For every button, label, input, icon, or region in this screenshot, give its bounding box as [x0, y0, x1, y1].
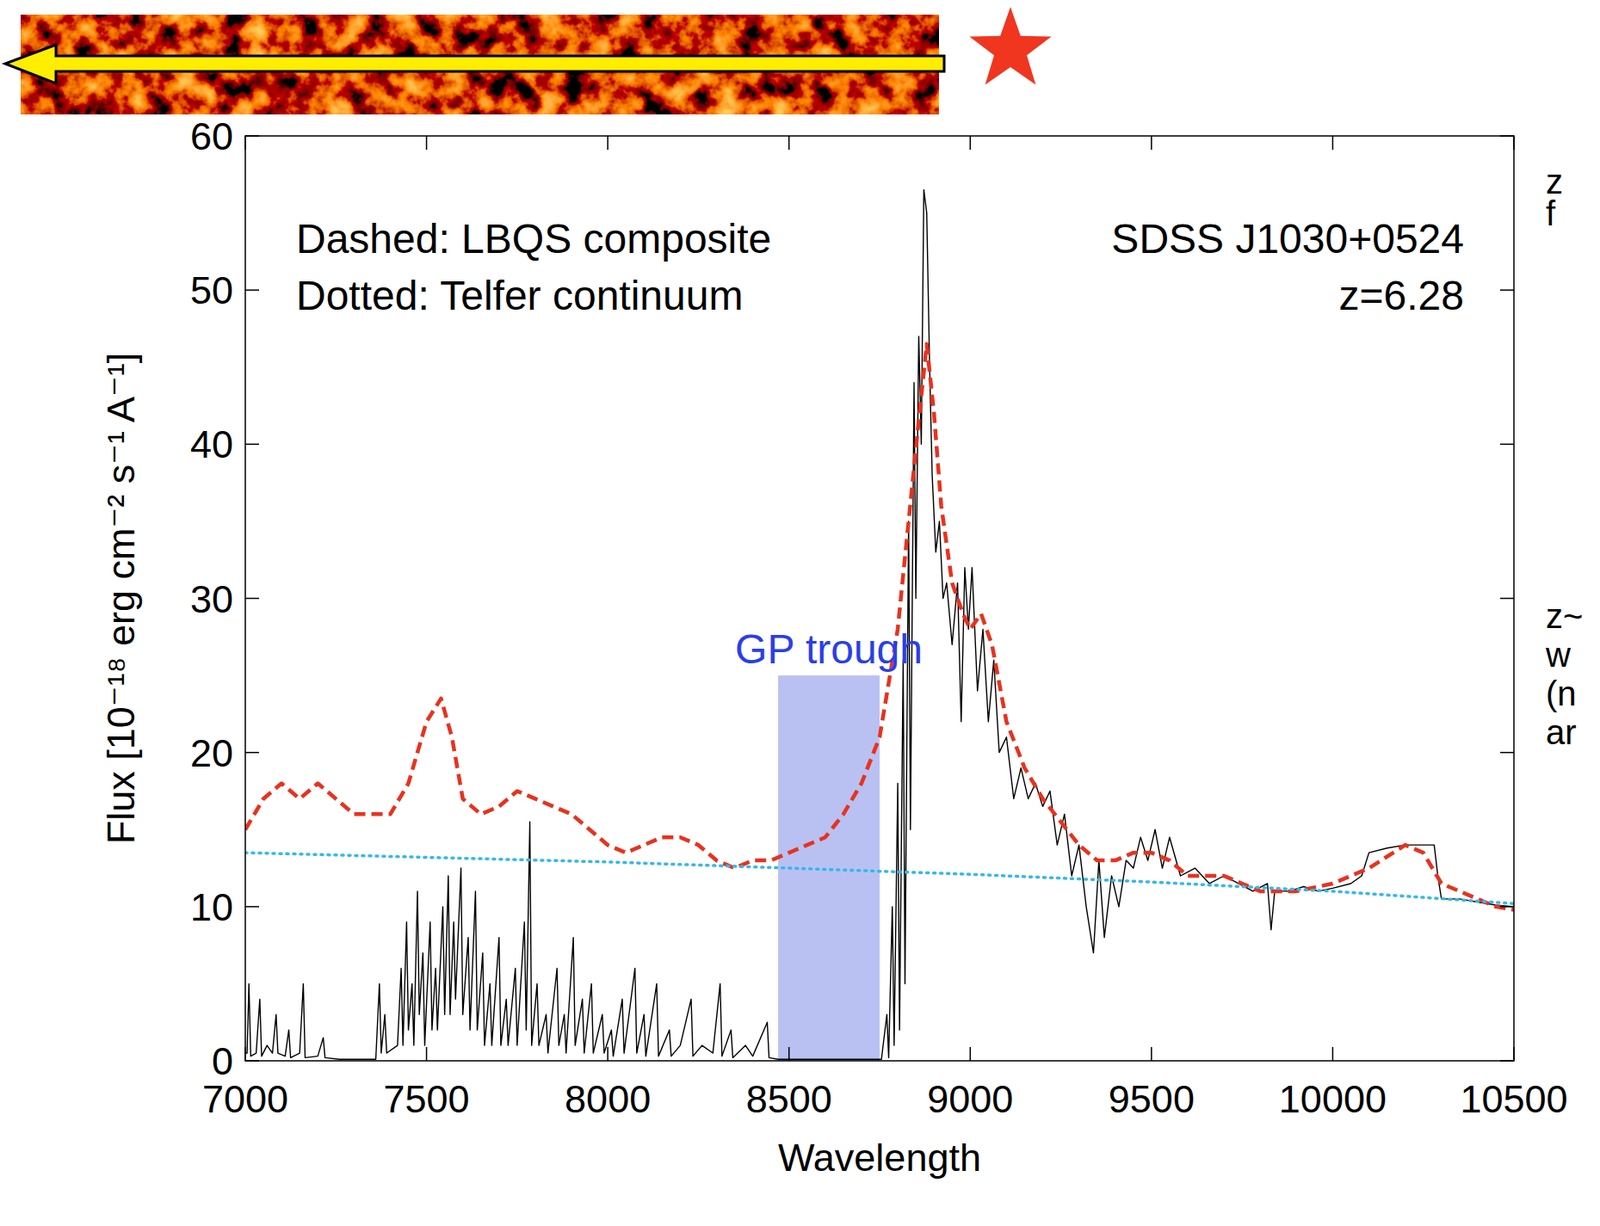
y-tick	[245, 598, 260, 600]
x-tick	[1332, 1047, 1335, 1062]
x-tick-label: 10000	[1278, 1077, 1387, 1122]
y-tick-right	[1500, 444, 1514, 446]
x-tick-top	[969, 135, 972, 150]
x-tick	[1513, 1047, 1515, 1062]
y-tick-right	[1500, 598, 1514, 600]
x-axis-title: Wavelength	[778, 1136, 982, 1180]
plot-frame	[245, 135, 1514, 1062]
y-tick	[245, 444, 260, 446]
chart-title: SDSS J1030+0524	[1111, 216, 1465, 262]
y-tick-right	[1500, 752, 1514, 754]
band-label: GP trough	[735, 626, 923, 673]
x-tick-top	[606, 135, 609, 150]
x-tick-label: 7000	[202, 1077, 289, 1122]
side-text: (n	[1545, 674, 1577, 713]
annotation: Dotted: Telfer continuum	[296, 272, 743, 319]
annotation: Dashed: LBQS composite	[296, 216, 772, 262]
y-tick-label: 50	[190, 268, 234, 313]
y-tick-label: 20	[190, 731, 234, 776]
x-tick	[1150, 1047, 1153, 1062]
background	[0, 0, 1600, 1226]
x-tick-label: 7500	[383, 1077, 470, 1122]
chart: 7000 7500 8000 8500 9000 9500 10000 10500 0 10 20 3…	[0, 0, 1600, 1226]
y-tick-label: 30	[190, 577, 234, 622]
x-tick	[606, 1047, 609, 1062]
plot-data	[245, 190, 1514, 1062]
x-tick-top	[1332, 135, 1335, 150]
composite-line	[245, 344, 1514, 911]
x-tick-label: 8500	[746, 1077, 833, 1122]
x-tick-label: 9500	[1108, 1077, 1195, 1122]
y-tick-label: 10	[190, 885, 234, 930]
y-axis-title: Flux [10⁻¹⁸ erg cm⁻² s⁻¹ A⁻¹]	[98, 352, 143, 846]
x-tick	[244, 1047, 247, 1062]
side-text: f	[1545, 194, 1557, 233]
x-tick-top	[426, 135, 428, 150]
x-tick-label: 9000	[926, 1077, 1014, 1122]
y-tick	[245, 752, 260, 754]
x-tick	[426, 1047, 428, 1062]
side-text: w	[1544, 636, 1571, 674]
x-tick-label: 8000	[564, 1077, 651, 1122]
y-tick-right	[1500, 906, 1514, 909]
y-tick-right	[1500, 1060, 1514, 1063]
x-tick-top	[1513, 135, 1515, 150]
x-tick-label: 10500	[1459, 1077, 1568, 1122]
y-tick-label: 60	[190, 114, 234, 159]
y-tick	[245, 289, 260, 291]
sightline-arrow	[5, 44, 945, 84]
side-text: ar	[1545, 713, 1577, 752]
ticks: 7000 7500 8000 8500 9000 9500 10000 10500 0 10 20 3…	[190, 114, 1569, 1122]
x-tick	[788, 1047, 791, 1062]
quasar-star	[969, 6, 1051, 86]
continuum-line	[245, 852, 1514, 904]
y-tick	[245, 135, 260, 137]
x-tick	[969, 1047, 972, 1062]
chart-subtitle: z=6.28	[1339, 272, 1465, 319]
y-tick	[245, 906, 260, 909]
gp-trough-band	[778, 675, 880, 1062]
x-tick-top	[788, 135, 791, 150]
y-tick-label: 40	[190, 422, 234, 467]
y-tick-right	[1500, 289, 1514, 291]
y-tick	[245, 1060, 260, 1063]
side-text: z~	[1545, 597, 1583, 636]
y-tick-right	[1500, 135, 1514, 137]
x-tick-top	[244, 135, 247, 150]
y-tick-label: 0	[211, 1039, 234, 1084]
x-tick-top	[1150, 135, 1153, 150]
spectrum-line	[245, 190, 1514, 1060]
